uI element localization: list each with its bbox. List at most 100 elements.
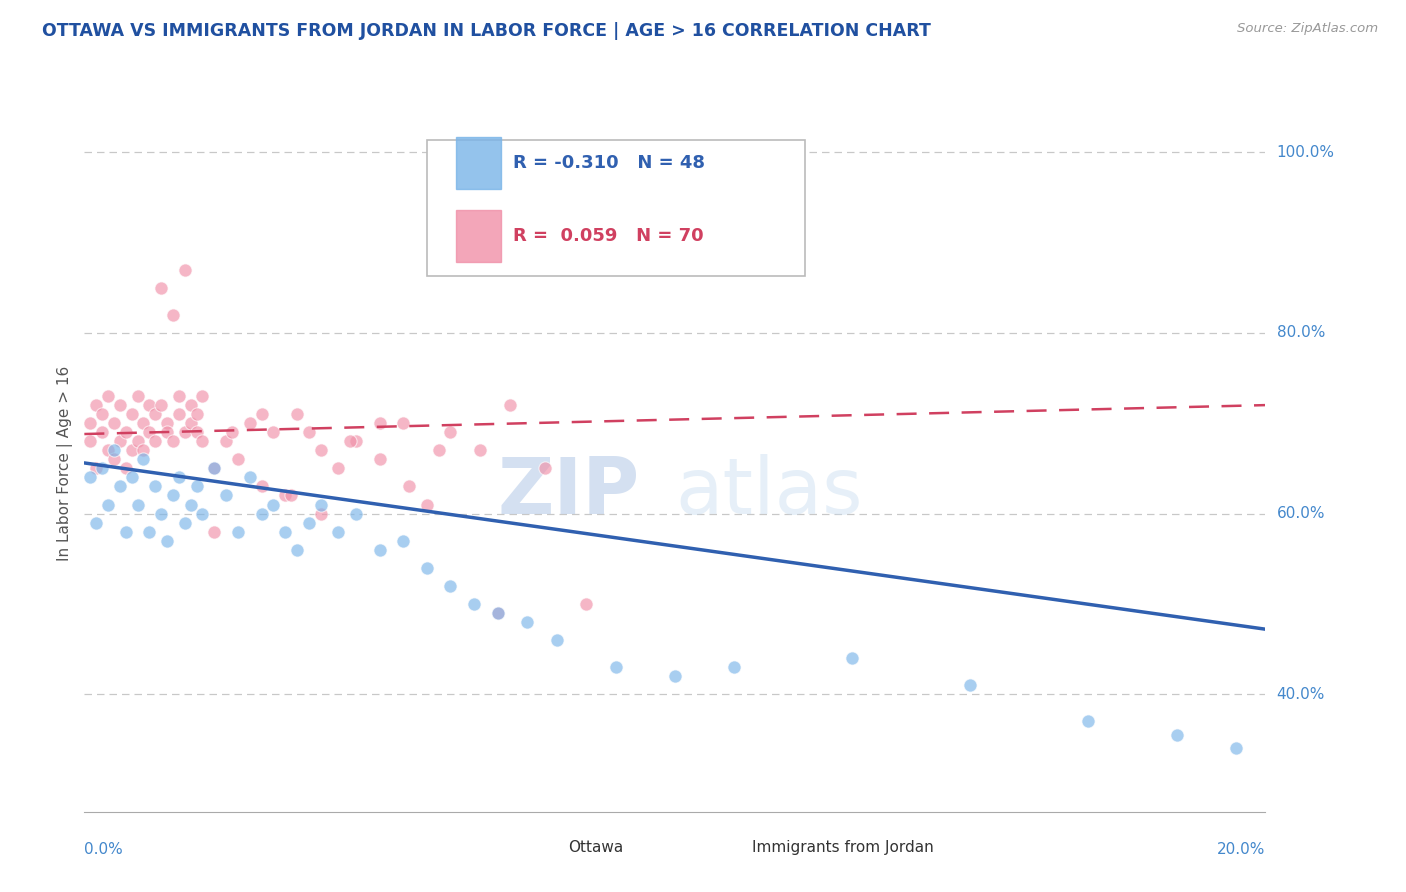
Point	[427, 443, 450, 458]
Point	[84, 398, 107, 412]
Point	[250, 507, 273, 521]
Point	[132, 416, 155, 430]
FancyBboxPatch shape	[531, 832, 565, 863]
Point	[162, 308, 184, 322]
Point	[416, 560, 439, 574]
Text: 100.0%: 100.0%	[1277, 145, 1334, 160]
Point	[368, 452, 391, 467]
Point	[723, 660, 745, 674]
Point	[262, 498, 284, 512]
Point	[103, 416, 125, 430]
Point	[463, 597, 485, 611]
Text: 80.0%: 80.0%	[1277, 326, 1324, 341]
Point	[150, 398, 173, 412]
Point	[280, 488, 302, 502]
Point	[368, 416, 391, 430]
Point	[186, 425, 208, 440]
Point	[162, 434, 184, 449]
Point	[114, 461, 136, 475]
Point	[162, 488, 184, 502]
Point	[103, 443, 125, 458]
Point	[156, 425, 179, 440]
Point	[202, 524, 225, 539]
Point	[1077, 714, 1099, 729]
Point	[91, 407, 114, 421]
Point	[173, 262, 195, 277]
Point	[664, 669, 686, 683]
Point	[97, 498, 120, 512]
Point	[121, 407, 143, 421]
Point	[173, 516, 195, 530]
Point	[143, 434, 166, 449]
Text: R = -0.310   N = 48: R = -0.310 N = 48	[513, 154, 704, 172]
Text: OTTAWA VS IMMIGRANTS FROM JORDAN IN LABOR FORCE | AGE > 16 CORRELATION CHART: OTTAWA VS IMMIGRANTS FROM JORDAN IN LABO…	[42, 22, 931, 40]
Point	[298, 425, 321, 440]
Point	[150, 507, 173, 521]
Point	[516, 615, 538, 629]
Point	[108, 398, 131, 412]
Point	[79, 470, 101, 484]
Point	[605, 660, 627, 674]
FancyBboxPatch shape	[457, 136, 502, 189]
Point	[167, 470, 190, 484]
Point	[103, 452, 125, 467]
Point	[486, 606, 509, 620]
Point	[285, 542, 308, 557]
Point	[173, 425, 195, 440]
Point	[250, 407, 273, 421]
Point	[215, 434, 238, 449]
Point	[108, 479, 131, 493]
Point	[239, 416, 262, 430]
Point	[215, 488, 238, 502]
Text: 20.0%: 20.0%	[1218, 842, 1265, 857]
Text: R =  0.059   N = 70: R = 0.059 N = 70	[513, 227, 703, 245]
Point	[114, 425, 136, 440]
Text: Source: ZipAtlas.com: Source: ZipAtlas.com	[1237, 22, 1378, 36]
Point	[79, 416, 101, 430]
Point	[108, 434, 131, 449]
Point	[191, 507, 214, 521]
Point	[439, 425, 461, 440]
Point	[274, 524, 297, 539]
Point	[114, 524, 136, 539]
Point	[226, 452, 249, 467]
Point	[127, 434, 149, 449]
Point	[546, 633, 568, 648]
Point	[309, 498, 332, 512]
Point	[339, 434, 361, 449]
Point	[468, 443, 491, 458]
Point	[132, 452, 155, 467]
Y-axis label: In Labor Force | Age > 16: In Labor Force | Age > 16	[58, 367, 73, 561]
FancyBboxPatch shape	[714, 832, 748, 863]
Point	[97, 389, 120, 403]
Point	[121, 470, 143, 484]
Point	[156, 416, 179, 430]
Point	[392, 416, 415, 430]
Point	[97, 443, 120, 458]
Point	[328, 524, 350, 539]
Point	[138, 524, 160, 539]
Point	[344, 507, 367, 521]
Point	[285, 407, 308, 421]
Point	[121, 443, 143, 458]
Text: 60.0%: 60.0%	[1277, 506, 1324, 521]
Text: ZIP: ZIP	[498, 454, 640, 530]
Point	[202, 461, 225, 475]
Point	[298, 516, 321, 530]
Text: 0.0%: 0.0%	[84, 842, 124, 857]
Point	[344, 434, 367, 449]
Point	[309, 507, 332, 521]
Point	[328, 461, 350, 475]
Point	[309, 443, 332, 458]
Point	[262, 425, 284, 440]
Point	[498, 398, 520, 412]
Point	[79, 434, 101, 449]
Point	[186, 407, 208, 421]
Text: Immigrants from Jordan: Immigrants from Jordan	[752, 840, 934, 855]
Point	[138, 398, 160, 412]
Point	[167, 407, 190, 421]
Point	[84, 516, 107, 530]
Point	[132, 443, 155, 458]
Point	[143, 407, 166, 421]
Point	[127, 389, 149, 403]
